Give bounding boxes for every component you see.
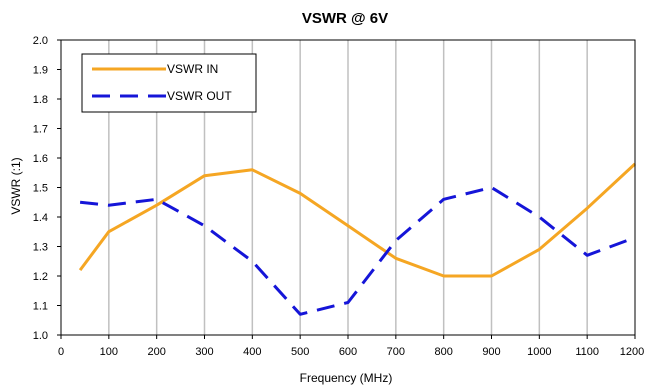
tick-labels: 1.0 1.1 1.2 1.3 1.4 1.5 1.6 1.7 1.8 1.9 2.0 0 100 200… bbox=[33, 35, 645, 358]
series-line-vswr-out bbox=[79, 186, 636, 316]
x-tick-label: 900 bbox=[482, 346, 500, 358]
x-tick-label: 700 bbox=[387, 346, 405, 358]
legend-box bbox=[81, 53, 257, 113]
x-tick-label: 600 bbox=[339, 346, 357, 358]
x-tick-label: 800 bbox=[434, 346, 452, 358]
axes bbox=[57, 39, 636, 339]
y-tick-label: 1.0 bbox=[33, 330, 48, 342]
series-line-vswr-in bbox=[78, 162, 637, 278]
y-tick-label: 1.1 bbox=[33, 301, 48, 313]
x-tick-label: 100 bbox=[100, 346, 118, 358]
x-axis-title: Frequency (MHz) bbox=[300, 371, 393, 385]
y-tick-label: 1.4 bbox=[33, 212, 48, 224]
chart-title: VSWR @ 6V bbox=[302, 10, 388, 27]
x-tick-label: 400 bbox=[243, 346, 261, 358]
y-tick-label: 1.7 bbox=[33, 124, 48, 136]
y-tick-label: 1.3 bbox=[33, 242, 48, 254]
series-layer bbox=[78, 162, 637, 316]
x-tick-label: 0 bbox=[58, 346, 64, 358]
y-tick-label: 1.8 bbox=[33, 94, 48, 106]
y-tick-label: 1.6 bbox=[33, 153, 48, 165]
x-tick-label: 200 bbox=[147, 346, 165, 358]
x-tick-label: 1100 bbox=[575, 346, 599, 358]
legend-label: VSWR IN bbox=[167, 62, 218, 76]
legend: VSWR IN VSWR OUT bbox=[81, 53, 257, 113]
x-tick-label: 1000 bbox=[527, 346, 551, 358]
x-tick-label: 500 bbox=[291, 346, 309, 358]
y-tick-label: 1.2 bbox=[33, 271, 48, 283]
y-axis-title: VSWR (:1) bbox=[9, 157, 23, 214]
y-tick-label: 1.5 bbox=[33, 183, 48, 195]
x-tick-label: 1200 bbox=[620, 346, 644, 358]
x-tick-label: 300 bbox=[195, 346, 213, 358]
legend-label: VSWR OUT bbox=[167, 89, 232, 103]
y-tick-label: 1.9 bbox=[33, 65, 48, 77]
y-tick-label: 2.0 bbox=[33, 35, 48, 47]
